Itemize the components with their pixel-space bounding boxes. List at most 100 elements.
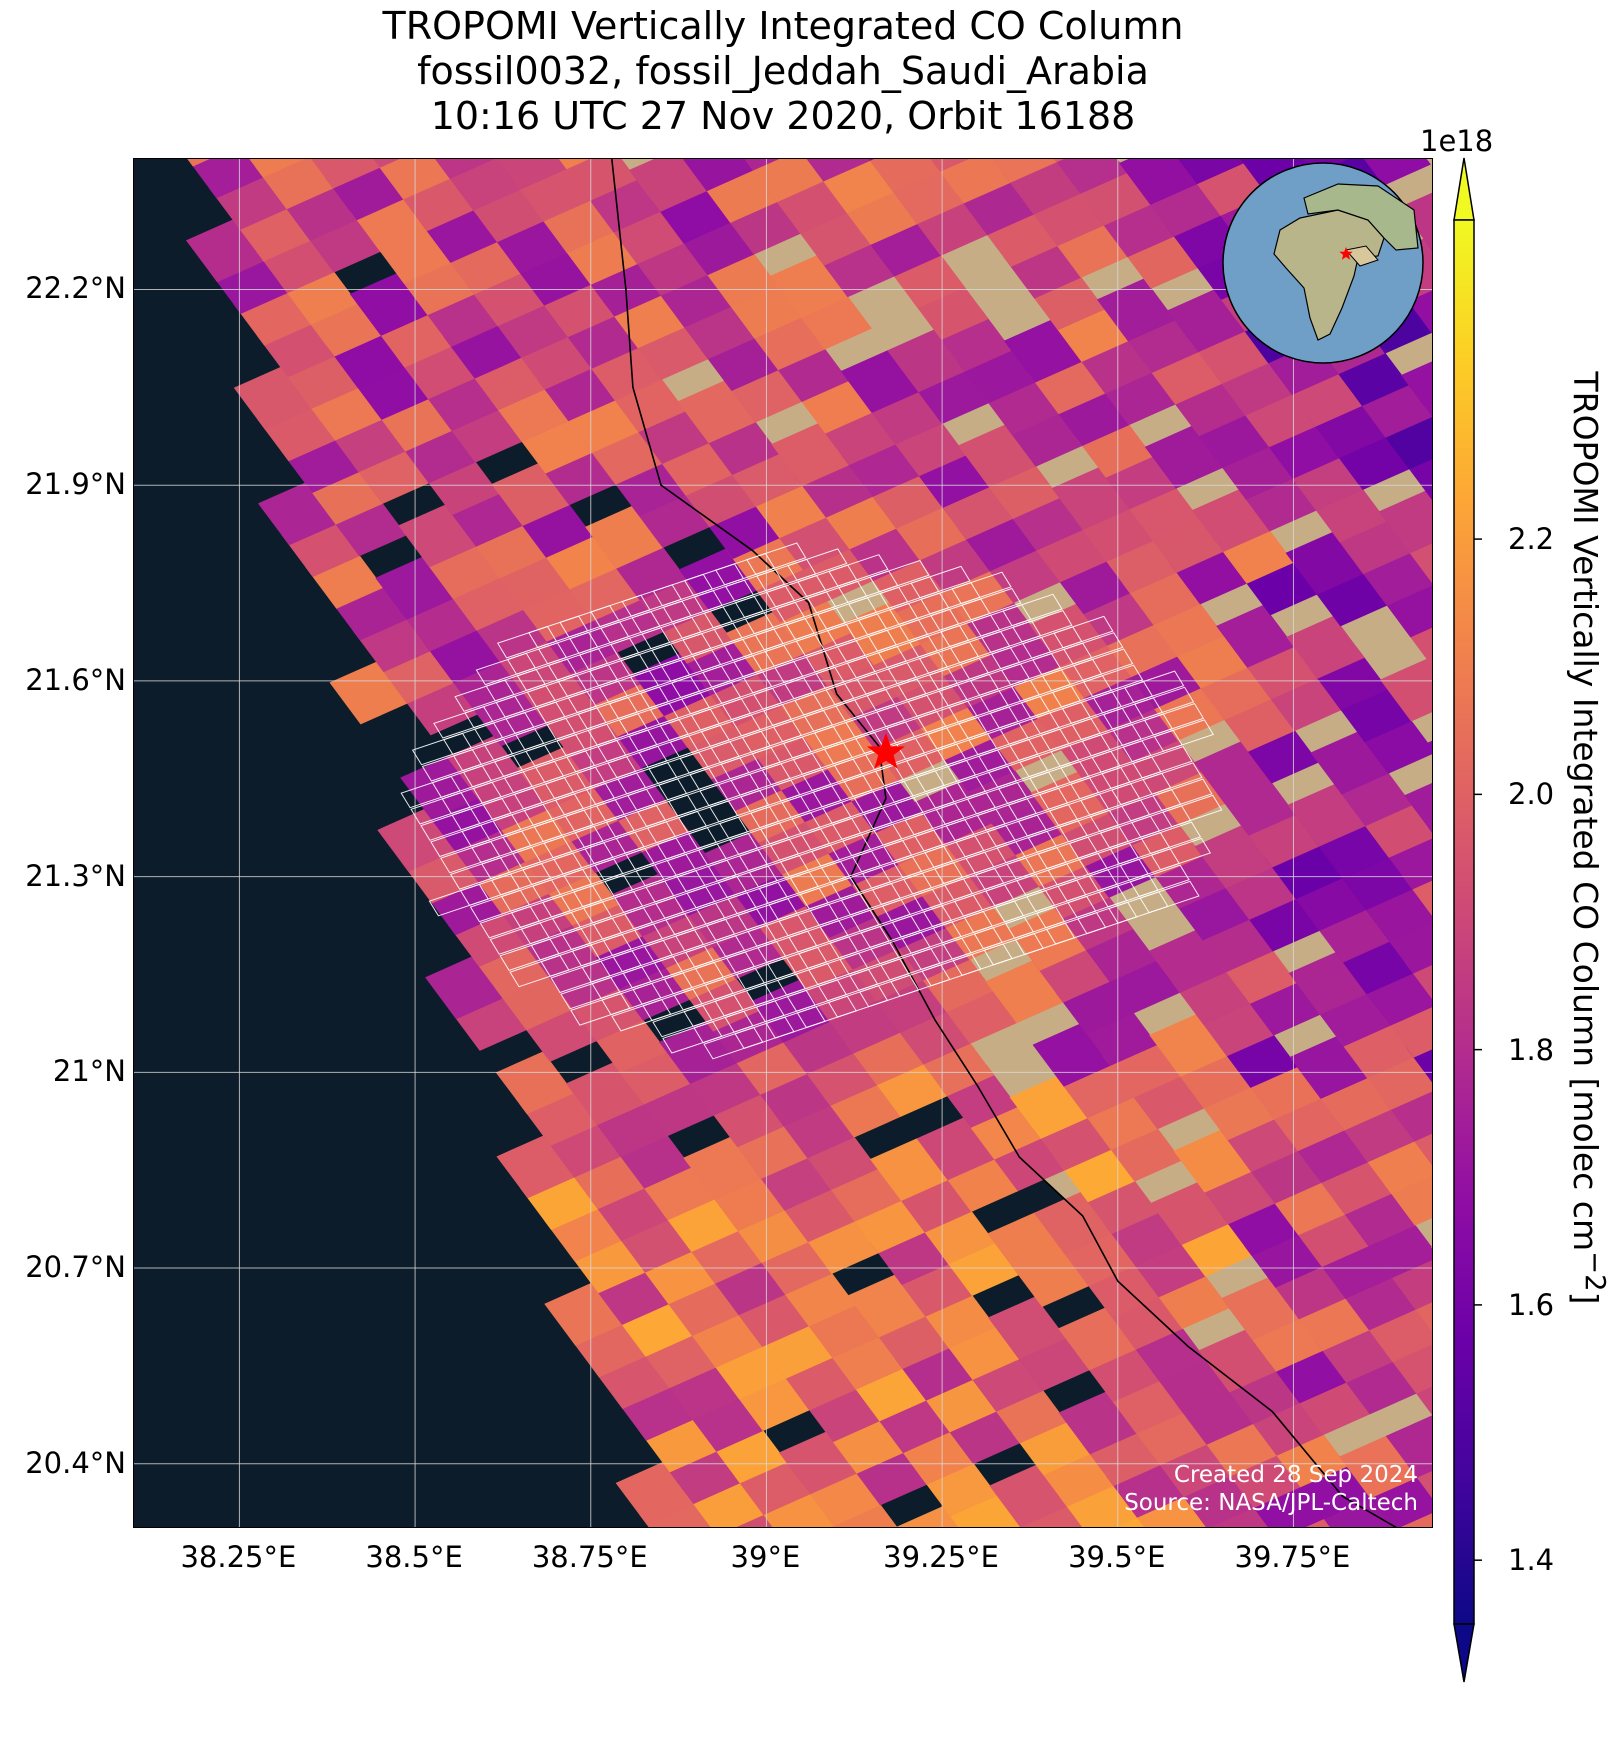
lon-tick-label: 39.25°E — [883, 1540, 1000, 1574]
mask-cell — [1063, 632, 1124, 665]
co-pixel — [1404, 782, 1432, 833]
title-line-3: 10:16 UTC 27 Nov 2020, Orbit 16188 — [430, 94, 1136, 138]
co-pixel — [373, 159, 400, 168]
globe-target-star-icon — [1339, 247, 1353, 260]
co-pixel — [992, 159, 1058, 183]
colorbar-body — [1453, 219, 1475, 1625]
co-pixel — [930, 159, 970, 172]
co-pixel — [1054, 159, 1128, 194]
co-pixel — [868, 159, 941, 193]
mask-cell — [910, 565, 971, 599]
co-pixel — [745, 159, 825, 203]
mask-cell — [1053, 615, 1114, 649]
lat-tick-label: 20.7°N — [25, 1250, 126, 1285]
colorbar-tick-label: 2.0 — [1508, 777, 1555, 812]
co-pixel — [558, 159, 638, 201]
mask-cell — [1083, 664, 1144, 698]
colorbar-label-exponent: −2 — [1579, 1251, 1611, 1292]
mask-cell — [961, 587, 1022, 621]
map-canvas — [134, 159, 1432, 1527]
lat-tick-label: 21.6°N — [25, 662, 126, 697]
mask-cell — [1133, 686, 1195, 720]
map-panel[interactable]: Created 28 Sep 2024 Source: NASA/JPL-Cal… — [133, 158, 1433, 1528]
globe-eurasia — [1303, 183, 1419, 251]
credit-text: Created 28 Sep 2024 Source: NASA/JPL-Cal… — [1124, 1461, 1418, 1517]
mask-cell — [1002, 593, 1063, 627]
colorbar-label: TROPOMI Vertically Integrated CO Column … — [1566, 371, 1612, 1304]
map-title: TROPOMI Vertically Integrated CO Column … — [133, 4, 1433, 139]
mask-cell — [1162, 794, 1223, 828]
mask-cell — [1142, 762, 1203, 795]
mask-cell — [1012, 609, 1073, 643]
mask-cell — [1150, 837, 1212, 871]
target-mask-grid — [400, 542, 1223, 1060]
lon-tick-label: 39.5°E — [1068, 1540, 1166, 1574]
co-pixel — [373, 159, 451, 200]
co-pixel — [868, 159, 875, 161]
lon-tick-label: 39°E — [730, 1540, 801, 1574]
target-marker-layer — [866, 732, 905, 769]
lat-tick-label: 22.2°N — [25, 271, 126, 306]
target-star-icon[interactable] — [866, 732, 905, 769]
mask-cell — [951, 571, 1012, 605]
co-pixel — [187, 159, 210, 167]
globe-inset — [1222, 162, 1424, 364]
colorbar-extend-max — [1453, 157, 1475, 221]
colorbar-scale-label: 1e18 — [1420, 124, 1494, 158]
title-line-1: TROPOMI Vertically Integrated CO Column — [382, 4, 1184, 48]
colorbar-tick-label: 1.8 — [1508, 1032, 1555, 1067]
mask-cell — [1152, 778, 1213, 812]
colorbar-tick-label: 2.2 — [1508, 522, 1555, 557]
mask-cell — [828, 554, 889, 587]
mask-cell — [1129, 864, 1190, 898]
lon-tick-label: 38.75°E — [531, 1540, 648, 1574]
lat-tick-label: 21.3°N — [25, 858, 126, 893]
mask-cell — [1139, 880, 1200, 914]
mask-cell — [1153, 719, 1215, 752]
co-pixel — [558, 159, 590, 170]
lat-tick-label: 20.4°N — [25, 1445, 126, 1480]
mask-cell — [1140, 821, 1202, 855]
co-pixel — [806, 159, 871, 182]
colorbar-tick-marks — [1474, 538, 1482, 1561]
credit-created: Created 28 Sep 2024 — [1173, 1462, 1418, 1488]
lat-tick-label: 21.9°N — [25, 467, 126, 502]
lon-tick-label: 38.5°E — [365, 1540, 463, 1574]
colorbar-tick-label: 1.6 — [1508, 1287, 1555, 1322]
title-line-2: fossil0032, fossil_Jeddah_Saudi_Arabia — [417, 49, 1149, 93]
co-pixel — [1385, 1415, 1432, 1478]
co-pixel — [1178, 159, 1245, 185]
colorbar-extend-min — [1453, 1623, 1475, 1683]
co-pixel — [628, 159, 708, 212]
colorbar-label-text: TROPOMI Vertically Integrated CO Column … — [1566, 371, 1605, 1252]
colorbar-tick-label: 1.4 — [1508, 1543, 1555, 1578]
co-pixel — [896, 1526, 898, 1527]
mask-cell — [1132, 745, 1193, 779]
co-pixel — [1427, 740, 1432, 750]
colorbar-label-close: ] — [1566, 1291, 1605, 1305]
co-pixel — [1430, 1246, 1432, 1249]
co-pixel — [1054, 159, 1064, 163]
co-pixel — [1400, 361, 1432, 417]
co-pixel — [496, 159, 568, 190]
co-pixel — [1119, 159, 1198, 205]
colorbar — [1453, 157, 1482, 1683]
mask-cell — [1073, 648, 1134, 681]
co-pixel — [744, 159, 780, 171]
lon-tick-label: 38.25°E — [180, 1540, 297, 1574]
co-pixel — [434, 159, 495, 179]
mask-cell — [746, 542, 807, 576]
mask-cell — [869, 559, 930, 593]
mask-cell — [1143, 702, 1205, 736]
mask-cell — [1124, 670, 1185, 704]
credit-source: Source: NASA/JPL-Caltech — [1124, 1490, 1418, 1516]
co-pixel — [1431, 1331, 1432, 1332]
lon-tick-label: 39.75°E — [1234, 1540, 1351, 1574]
co-pixel — [1363, 159, 1431, 186]
mask-cell — [787, 548, 848, 581]
co-pixel — [932, 159, 1011, 204]
globe-arabia — [1345, 245, 1379, 267]
lat-tick-label: 21°N — [52, 1054, 126, 1089]
co-pixel — [187, 159, 264, 199]
co-pixel — [311, 159, 381, 189]
